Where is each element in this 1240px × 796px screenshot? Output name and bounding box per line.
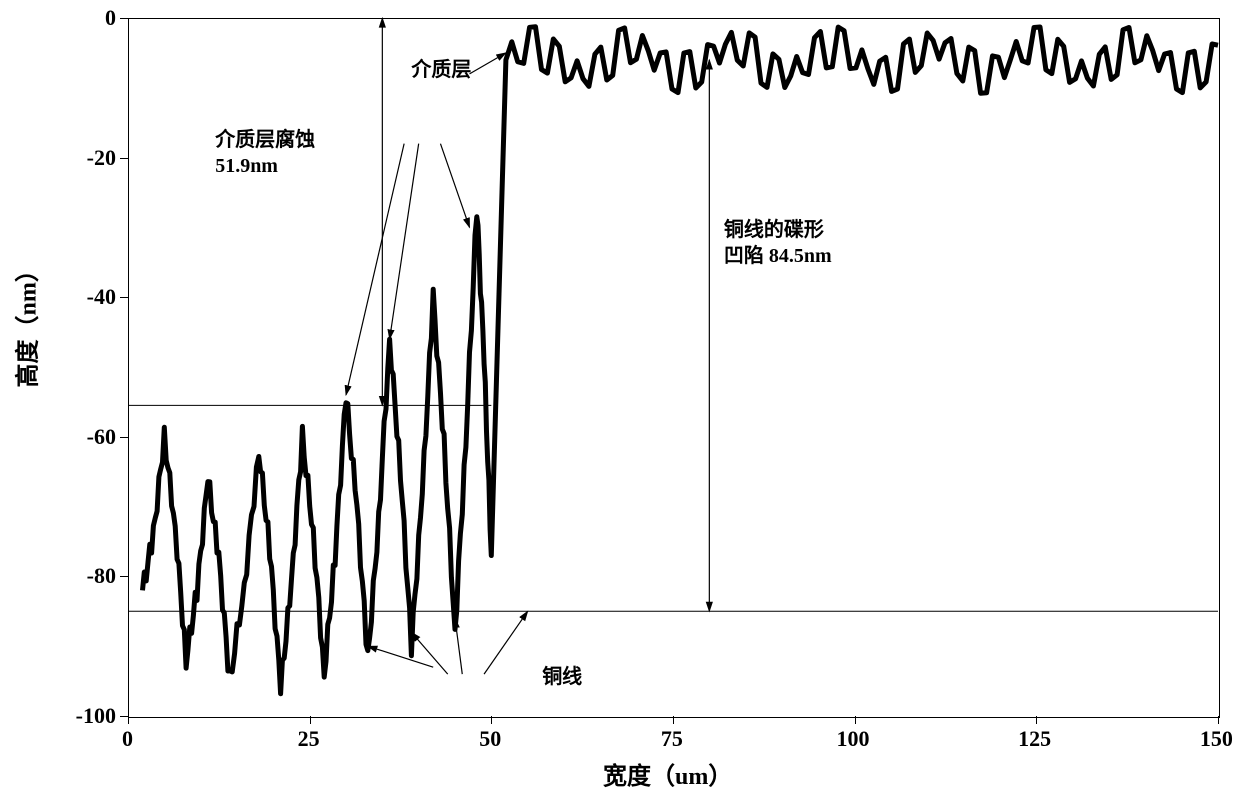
x-tick-label: 0 bbox=[122, 726, 133, 752]
y-tick-label: -60 bbox=[87, 424, 116, 450]
y-tick-label: 0 bbox=[105, 5, 116, 31]
x-tick-mark bbox=[310, 716, 311, 724]
annotation-dielectric-erosion: 介质层腐蚀 51.9nm bbox=[215, 127, 315, 179]
y-tick-label: -100 bbox=[76, 703, 116, 729]
annotation-dielectric-layer: 介质层 bbox=[411, 57, 471, 83]
x-tick-mark bbox=[1036, 716, 1037, 724]
callout-arrow bbox=[484, 611, 528, 674]
annotation-copper-line: 铜线 bbox=[542, 664, 582, 690]
data-svg bbox=[0, 0, 1240, 796]
y-tick-label: -20 bbox=[87, 145, 116, 171]
annotation-line2: 51.9nm bbox=[215, 155, 278, 177]
x-tick-label: 100 bbox=[837, 726, 870, 752]
x-tick-mark bbox=[491, 716, 492, 724]
annotation-line1: 介质层腐蚀 bbox=[215, 129, 315, 151]
callout-arrow bbox=[411, 632, 447, 674]
callout-arrow bbox=[470, 53, 506, 74]
y-axis-label: 高度（nm） bbox=[8, 358, 43, 388]
y-tick-mark bbox=[120, 716, 128, 717]
y-tick-mark bbox=[120, 18, 128, 19]
x-tick-label: 75 bbox=[661, 726, 683, 752]
y-tick-mark bbox=[120, 437, 128, 438]
chart-container: 高度（nm） 宽度（um） 介质层 介质层腐蚀 51.9nm 铜线的碟形 凹陷 … bbox=[0, 0, 1240, 796]
annotation-line2: 凹陷 84.5nm bbox=[724, 245, 832, 267]
callout-arrow bbox=[368, 646, 433, 667]
y-tick-mark bbox=[120, 297, 128, 298]
callout-arrow bbox=[346, 144, 404, 395]
x-tick-mark bbox=[128, 716, 129, 724]
x-tick-mark bbox=[673, 716, 674, 724]
y-tick-mark bbox=[120, 158, 128, 159]
x-tick-mark bbox=[855, 716, 856, 724]
y-tick-label: -80 bbox=[87, 563, 116, 589]
annotation-line1: 铜线的碟形 bbox=[724, 219, 824, 241]
x-tick-label: 150 bbox=[1200, 726, 1233, 752]
callout-arrow bbox=[390, 144, 419, 339]
annotation-copper-dishing: 铜线的碟形 凹陷 84.5nm bbox=[724, 217, 832, 269]
callout-arrow bbox=[455, 618, 462, 674]
x-tick-mark bbox=[1218, 716, 1219, 724]
x-tick-label: 25 bbox=[298, 726, 320, 752]
x-tick-label: 125 bbox=[1018, 726, 1051, 752]
y-tick-mark bbox=[120, 576, 128, 577]
x-tick-label: 50 bbox=[479, 726, 501, 752]
y-tick-label: -40 bbox=[87, 284, 116, 310]
callout-arrow bbox=[440, 144, 469, 228]
x-axis-label: 宽度（um） bbox=[603, 756, 732, 791]
